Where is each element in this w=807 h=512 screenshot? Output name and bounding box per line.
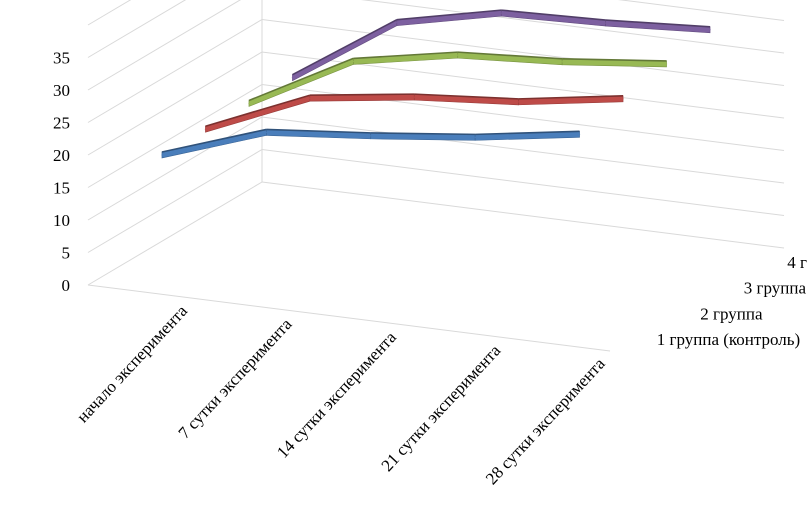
series-segment-edge xyxy=(562,58,667,62)
series-4 xyxy=(291,9,711,82)
series-segment-edge xyxy=(518,95,624,100)
data-point xyxy=(413,96,415,98)
gridline xyxy=(87,0,785,91)
series-segment-edge xyxy=(475,130,580,136)
series-axis-label: 1 группа (контроль) xyxy=(657,330,800,349)
data-point xyxy=(518,101,520,103)
gridlines xyxy=(87,0,785,253)
y-tick-label: 5 xyxy=(62,244,71,263)
series-segment-edge xyxy=(370,132,476,136)
data-point xyxy=(561,61,563,63)
category-label: 14 сутки эксперимента xyxy=(273,327,400,461)
data-point xyxy=(500,12,502,14)
y-tick-label: 30 xyxy=(53,81,70,100)
series-segment-edge xyxy=(414,93,519,100)
series-axis-label: 3 группа xyxy=(744,279,807,298)
gridline xyxy=(87,83,785,188)
series-3 xyxy=(248,51,668,107)
category-label: 21 сутки эксперимента xyxy=(377,341,504,475)
category-label: 7 сутки эксперимента xyxy=(174,314,295,442)
series-1 xyxy=(161,128,581,159)
category-label: 28 сутки эксперимента xyxy=(482,354,609,488)
series-segment-edge xyxy=(396,9,502,21)
series-segment-edge xyxy=(501,9,606,21)
series-segment-edge xyxy=(266,128,371,134)
series-segment-edge xyxy=(292,18,398,76)
data-point xyxy=(370,135,372,137)
series-segment-edge xyxy=(353,51,458,60)
series-segment-edge xyxy=(457,51,563,60)
data-point xyxy=(352,60,354,63)
data-point xyxy=(665,63,668,65)
data-point xyxy=(291,77,294,79)
gridline xyxy=(87,148,785,253)
data-point xyxy=(474,136,476,138)
series-2 xyxy=(204,93,624,133)
series-axis-label: 4 группа xyxy=(787,253,807,272)
y-tick-label: 15 xyxy=(53,179,70,198)
series-segment xyxy=(161,129,267,159)
series-layer xyxy=(161,9,711,159)
y-tick-label: 20 xyxy=(53,146,70,165)
floor-left-edge xyxy=(87,181,263,286)
data-point xyxy=(396,22,398,24)
series-segment-edge xyxy=(605,19,711,28)
data-point xyxy=(578,133,581,135)
data-point xyxy=(622,98,624,100)
data-point xyxy=(204,128,207,130)
series-segment-edge xyxy=(248,57,354,102)
y-tick-label: 10 xyxy=(53,211,70,230)
category-label: начало эксперимента xyxy=(73,301,192,426)
gridline xyxy=(87,116,785,221)
data-point xyxy=(709,29,711,31)
gridline xyxy=(87,18,785,123)
series-axis-labels: 1 группа (контроль) 2 группа 3 группа 4 гру… xyxy=(657,253,807,349)
floor-back-edge xyxy=(261,181,785,249)
data-point xyxy=(248,102,250,105)
series-segment-edge xyxy=(161,128,267,153)
series-segment-edge xyxy=(205,94,311,127)
y-tick-label: 35 xyxy=(53,49,70,68)
data-point xyxy=(309,97,311,99)
data-point xyxy=(265,131,267,134)
y-tick-label: 25 xyxy=(53,114,70,133)
data-point xyxy=(605,22,607,24)
y-axis-ticks: 0 5 10 15 20 25 30 35 xyxy=(53,49,70,296)
series-axis-label: 2 группа xyxy=(700,304,763,323)
series-segment-edge xyxy=(309,93,415,97)
floor-front-edge xyxy=(87,284,611,352)
y-tick-label: 0 xyxy=(62,276,71,295)
data-point xyxy=(161,154,163,156)
data-point xyxy=(457,54,459,56)
gridline xyxy=(87,0,785,58)
